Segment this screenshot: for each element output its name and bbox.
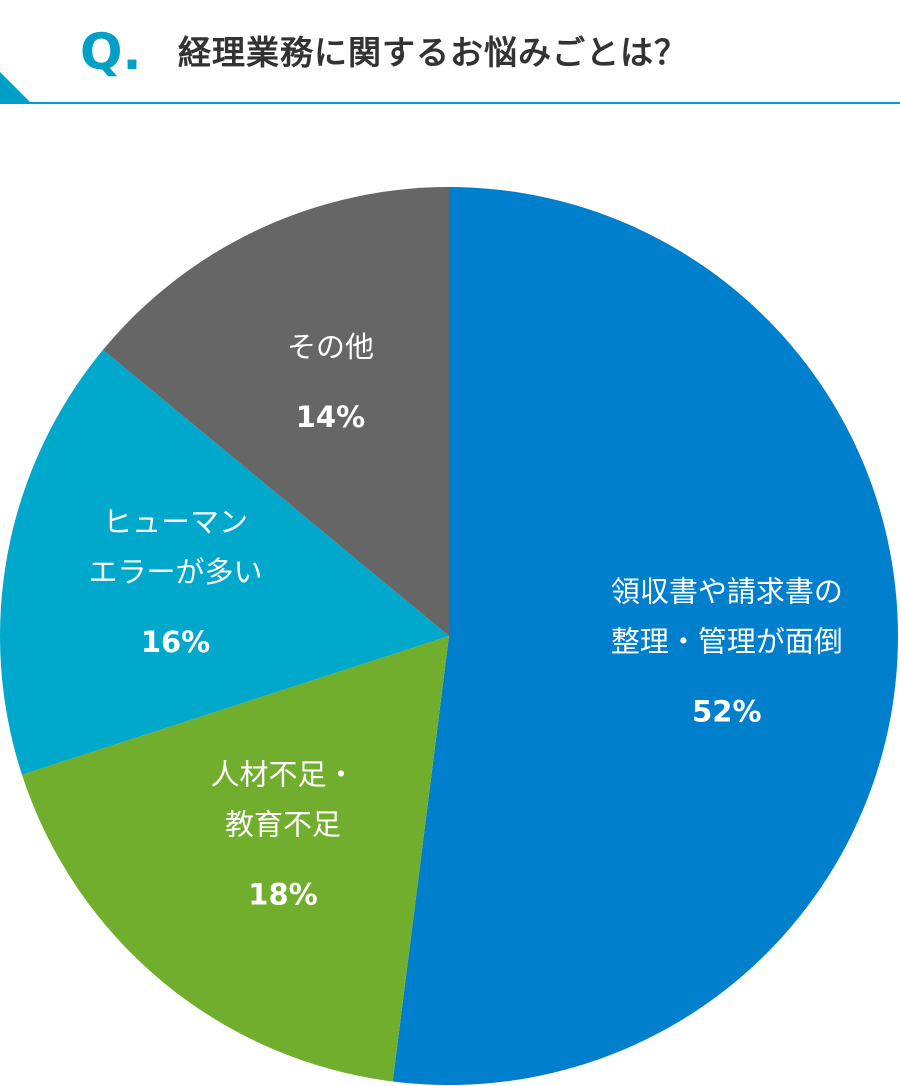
slice-4-value-label: 14%	[296, 400, 365, 434]
slice-2-label-line-2: 教育不足	[225, 808, 341, 842]
slice-2-value-label: 18%	[248, 878, 317, 912]
slice-1-label-line-2: 整理・管理が面倒	[611, 624, 843, 658]
pie-slice-4	[103, 187, 449, 636]
pie-slice-1	[392, 187, 898, 1085]
slice-2-label-line-1: 人材不足・	[210, 758, 355, 792]
question-title: 経理業務に関するお悩みごとは？	[178, 33, 688, 72]
header-corner-accent	[0, 72, 32, 104]
question-mark-label: Q.	[80, 23, 142, 81]
pie-slice-3	[0, 349, 449, 775]
pie-slice-2	[21, 636, 450, 1082]
header-underline	[30, 102, 900, 104]
chart-header: Q. 経理業務に関するお悩みごとは？	[0, 0, 900, 110]
slice-4-label-line-1: その他	[287, 330, 374, 364]
slice-1-value-label: 52%	[692, 694, 761, 728]
slice-3-value-label: 16%	[141, 625, 210, 659]
slice-3-label-line-1: ヒューマン	[103, 505, 248, 539]
slice-3-label-line-2: エラーが多い	[89, 555, 263, 589]
slice-1-label-line-1: 領収書や請求書の	[611, 574, 843, 608]
